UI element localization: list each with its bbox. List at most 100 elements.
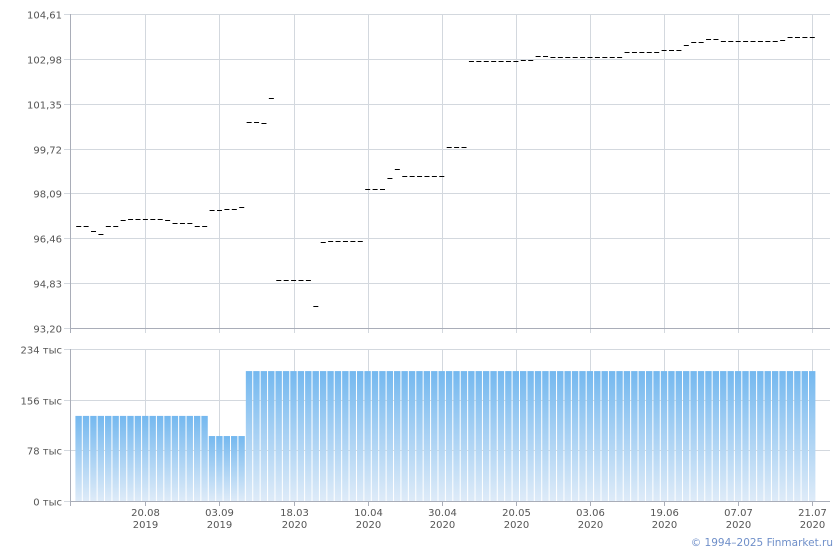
volume-bar (512, 371, 519, 501)
x-tick-label-day: 07.07 (724, 508, 753, 519)
price-tick-label: 96,46 (33, 235, 62, 246)
volume-bar (297, 371, 305, 501)
price-tick-label: 94,83 (33, 280, 62, 291)
volume-bar (119, 415, 127, 501)
x-tick-label-year: 2020 (652, 520, 677, 531)
volume-bar (408, 371, 416, 501)
volume-bar (490, 371, 497, 501)
volume-bar (771, 371, 779, 501)
x-tick-label-year: 2019 (133, 520, 158, 531)
volume-bar (193, 415, 201, 501)
volume-bar (616, 371, 623, 501)
volume-bar (445, 371, 453, 501)
copyright-link[interactable]: © 1994–2025 Finmarket.ru (691, 537, 833, 549)
volume-bar (401, 371, 408, 501)
volume-bar (90, 415, 97, 501)
volume-bar (564, 371, 571, 501)
volume-bar (705, 371, 712, 501)
volume-bar (305, 371, 312, 501)
volume-bar (623, 371, 631, 501)
volume-bar (645, 371, 653, 501)
volume-bar (416, 371, 423, 501)
volume-bar (779, 371, 786, 501)
volume-bar (534, 371, 542, 501)
volume-bar (179, 415, 186, 501)
x-tick-label-day: 18.03 (280, 508, 309, 519)
x-tick-label-year: 2019 (207, 520, 232, 531)
volume-bar (468, 371, 475, 501)
volume-bar (231, 436, 238, 501)
volume-bar (282, 371, 290, 501)
volume-bar (268, 371, 275, 501)
volume-bar (431, 371, 438, 501)
volume-bar (749, 371, 757, 501)
x-tick-label-year: 2020 (578, 520, 603, 531)
price-tick-label: 93,20 (33, 325, 62, 336)
volume-bar (520, 371, 527, 501)
x-tick-label-year: 2020 (356, 520, 381, 531)
x-tick-label-day: 30.04 (428, 508, 457, 519)
volume-bar (757, 371, 764, 501)
volume-bar (186, 415, 193, 501)
volume-bar (579, 371, 586, 501)
volume-bar (438, 371, 445, 501)
volume-bar (105, 415, 112, 501)
price-tick-label: 102,98 (27, 56, 62, 67)
volume-tick-label: 234 тыс (21, 346, 62, 357)
volume-bar (75, 415, 82, 501)
volume-bar (208, 436, 216, 501)
volume-bar (608, 371, 616, 501)
volume-bar (290, 371, 297, 501)
volume-bar (201, 415, 208, 501)
volume-bar (601, 371, 608, 501)
volume-bars (75, 371, 816, 501)
volume-bar (364, 371, 371, 501)
volume-bar (127, 415, 134, 501)
price-marks (76, 37, 815, 307)
volume-bar (371, 371, 379, 501)
volume-bar (764, 371, 771, 501)
volume-bar (668, 371, 675, 501)
volume-bar (720, 371, 727, 501)
volume-bar (334, 371, 342, 501)
volume-bar (653, 371, 660, 501)
volume-bar (149, 415, 156, 501)
volume-bar (216, 436, 223, 501)
volume-bar (742, 371, 749, 501)
volume-bar (342, 371, 349, 501)
volume-bar (275, 371, 282, 501)
price-tick-label: 101,35 (27, 101, 62, 112)
x-tick-label-year: 2020 (726, 520, 751, 531)
volume-bar (245, 371, 253, 501)
volume-bar (394, 371, 401, 501)
x-tick-label-day: 20.05 (502, 508, 531, 519)
volume-bar (319, 371, 327, 501)
volume-bar (571, 371, 579, 501)
volume-bar (260, 371, 268, 501)
volume-bar (712, 371, 720, 501)
volume-bar (171, 415, 179, 501)
volume-bar (675, 371, 683, 501)
volume-bar (697, 371, 705, 501)
volume-bar (631, 371, 638, 501)
volume-bar (82, 415, 90, 501)
volume-tick-label: 78 тыс (27, 447, 62, 458)
volume-bar (253, 371, 260, 501)
x-tick-label-day: 21.07 (798, 508, 827, 519)
volume-bar (349, 371, 356, 501)
volume-bar (542, 371, 549, 501)
x-tick-label-day: 19.06 (650, 508, 679, 519)
volume-bar (312, 371, 319, 501)
volume-bar (690, 371, 697, 501)
volume-bar (727, 371, 734, 501)
volume-bar (557, 371, 564, 501)
volume-bar (786, 371, 794, 501)
x-tick-label-day: 03.06 (576, 508, 605, 519)
volume-bar (453, 371, 460, 501)
volume-bar (356, 371, 364, 501)
volume-bar (423, 371, 431, 501)
volume-bar (527, 371, 534, 501)
volume-bar (142, 415, 149, 501)
volume-bar (638, 371, 645, 501)
